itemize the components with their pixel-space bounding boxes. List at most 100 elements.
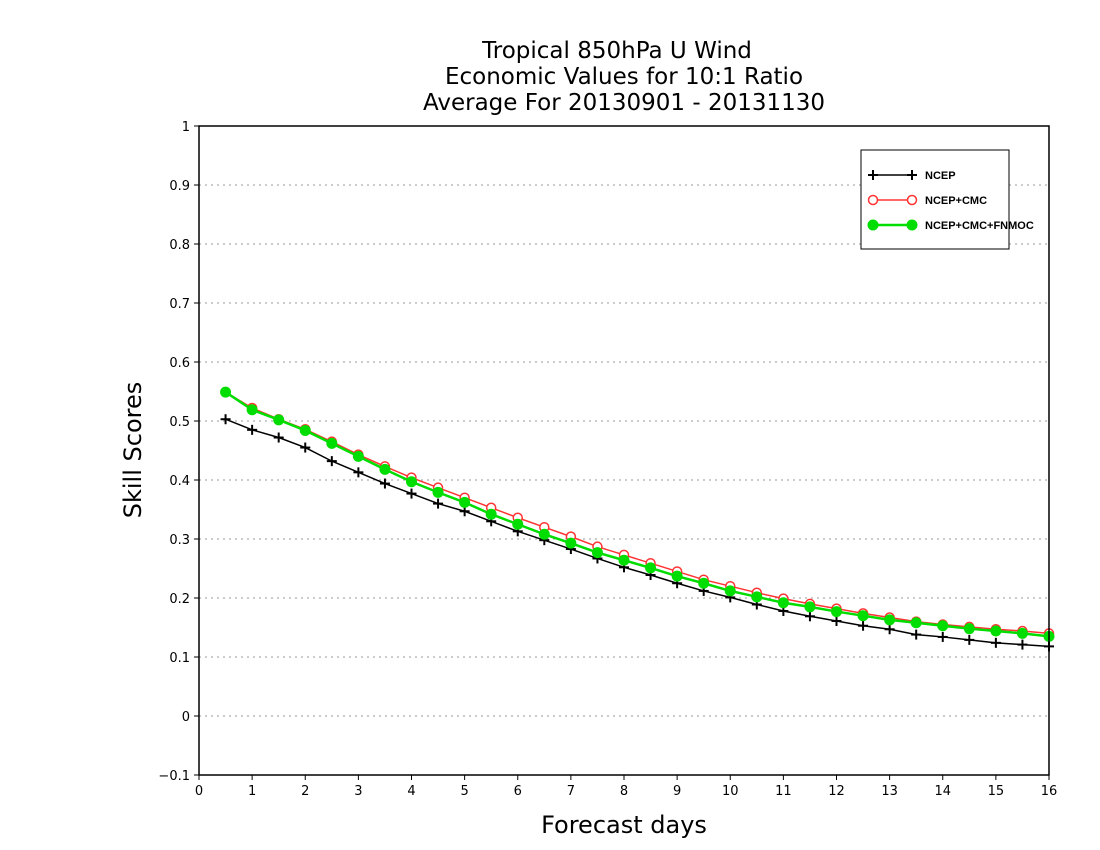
data-point — [671, 570, 683, 582]
data-point — [645, 562, 657, 574]
y-tick-label: 0 — [182, 710, 190, 725]
series-ncep — [220, 414, 1054, 652]
x-tick-label: 3 — [354, 784, 362, 799]
data-point — [591, 547, 603, 559]
data-point — [273, 432, 284, 443]
data-point — [406, 476, 417, 488]
legend-label: NCEP+CMC+FNMOC — [925, 220, 1034, 232]
x-axis-ticks: 0 1 2 3 4 5 6 7 8 9 10 11 12 13 14 15 16 — [195, 775, 1057, 799]
data-point — [857, 610, 869, 622]
legend-label: NCEP+CMC — [925, 195, 987, 207]
data-point — [831, 606, 842, 618]
data-point — [220, 386, 232, 398]
y-axis-ticks: −0.1 0 0.1 0.2 0.3 0.4 0.5 0.6 0.7 0.8 0.9 1 — [158, 120, 199, 784]
data-point — [299, 424, 311, 436]
y-tick-label: 0.5 — [169, 415, 190, 430]
x-tick-label: 10 — [722, 784, 739, 799]
series-line — [225, 391, 1050, 635]
legend: NCEP NCEP+CMC NCEP+CMC+FNMOC — [860, 149, 1034, 250]
data-point — [246, 404, 258, 416]
x-tick-label: 13 — [881, 784, 898, 799]
data-point — [326, 437, 338, 449]
data-point — [618, 554, 630, 566]
x-tick-label: 7 — [567, 784, 575, 799]
y-tick-label: 1 — [182, 120, 190, 135]
data-point — [724, 585, 736, 597]
x-tick-label: 0 — [195, 784, 203, 799]
series-line — [225, 418, 1050, 648]
title-line-1: Tropical 850hPa U Wind — [481, 38, 752, 64]
x-tick-label: 9 — [673, 784, 681, 799]
legend-marker — [907, 170, 917, 180]
x-tick-label: 2 — [301, 784, 309, 799]
title-line-3: Average For 20130901 - 20131130 — [423, 90, 825, 116]
y-tick-label: 0.8 — [169, 238, 190, 253]
data-point — [964, 634, 975, 645]
legend-entry: NCEP+CMC — [867, 194, 987, 207]
series-ncep-cmc-fnmoc — [220, 386, 1055, 642]
legend-marker — [906, 219, 918, 231]
gridlines — [199, 184, 1049, 717]
data-point — [804, 611, 815, 622]
data-point — [433, 498, 444, 509]
data-point — [538, 528, 550, 540]
data-point — [937, 631, 948, 642]
y-tick-label: 0.2 — [169, 592, 190, 607]
data-point — [379, 463, 391, 475]
data-point — [459, 496, 471, 508]
legend-entry: NCEP — [868, 170, 956, 182]
data-point — [990, 637, 1001, 648]
data-point — [804, 601, 816, 613]
plot-series — [220, 386, 1055, 652]
data-point — [459, 506, 470, 517]
legend-marker — [868, 170, 878, 180]
data-point — [751, 591, 763, 603]
data-point — [300, 442, 311, 453]
data-point — [937, 620, 949, 632]
data-point — [990, 625, 1002, 637]
data-point — [963, 623, 975, 635]
y-tick-label: −0.1 — [158, 769, 190, 784]
x-axis-title: Forecast days — [541, 811, 707, 839]
y-tick-label: 0.7 — [169, 297, 190, 312]
x-tick-label: 11 — [775, 784, 792, 799]
x-tick-label: 12 — [828, 784, 845, 799]
data-point — [273, 414, 285, 426]
data-point — [379, 478, 390, 489]
x-tick-label: 6 — [514, 784, 522, 799]
y-tick-label: 0.3 — [169, 533, 190, 548]
data-point — [485, 508, 497, 520]
data-point — [326, 456, 337, 467]
y-tick-label: 0.1 — [169, 651, 190, 666]
y-tick-label: 0.6 — [169, 356, 190, 371]
data-point — [247, 424, 258, 435]
data-point — [884, 614, 896, 626]
legend-entry: NCEP+CMC+FNMOC — [867, 219, 1034, 232]
legend-marker — [867, 194, 879, 206]
data-point — [911, 629, 922, 640]
x-tick-label: 15 — [988, 784, 1005, 799]
x-tick-label: 16 — [1041, 784, 1058, 799]
x-tick-label: 4 — [407, 784, 415, 799]
data-point — [353, 467, 364, 478]
y-tick-label: 0.4 — [169, 474, 190, 489]
x-tick-label: 1 — [248, 784, 256, 799]
data-point — [831, 616, 842, 627]
x-tick-label: 8 — [620, 784, 628, 799]
data-point — [406, 488, 417, 499]
legend-label: NCEP — [925, 170, 956, 182]
y-axis-title: Skill Scores — [119, 382, 147, 519]
data-point — [858, 620, 869, 631]
data-point — [1016, 627, 1028, 639]
data-point — [432, 486, 444, 498]
x-tick-label: 5 — [460, 784, 468, 799]
title-line-2: Economic Values for 10:1 Ratio — [445, 64, 803, 90]
chart-title: Tropical 850hPa U Wind Economic Values f… — [423, 38, 825, 116]
legend-marker — [867, 219, 879, 231]
data-point — [777, 597, 789, 609]
series-line — [224, 391, 1050, 638]
data-point — [565, 537, 577, 549]
y-tick-label: 0.9 — [169, 179, 190, 194]
legend-marker — [906, 194, 918, 206]
data-point — [220, 414, 231, 425]
